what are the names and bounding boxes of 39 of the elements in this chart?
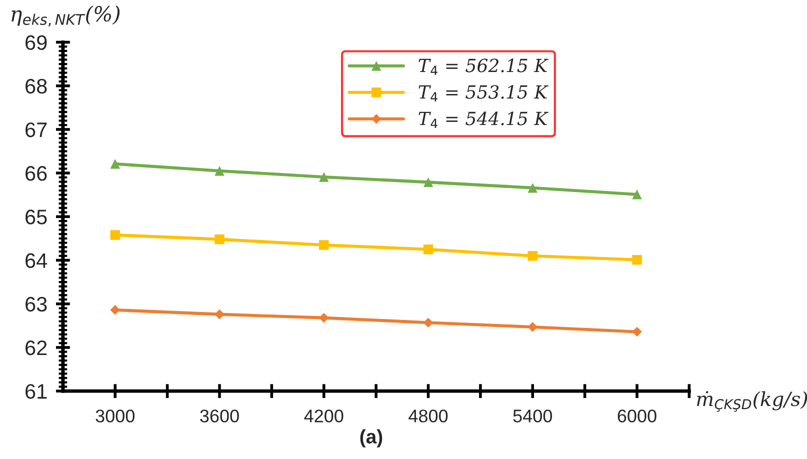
y-tick-label: 61 bbox=[26, 384, 47, 399]
point bbox=[423, 244, 434, 254]
x-tick-label: 5400 bbox=[513, 410, 552, 422]
x-tick-label: 3000 bbox=[96, 410, 135, 422]
x-tick-label: 6000 bbox=[618, 410, 656, 422]
x-axis-title: ṁ$_{ÇKŞD}$(kg/s) bbox=[697, 391, 807, 412]
legend-label: T$_{4}$ = 553.15 K bbox=[418, 85, 548, 102]
point bbox=[319, 172, 329, 182]
point bbox=[214, 234, 224, 244]
y-tick-label: 65 bbox=[26, 210, 47, 224]
point bbox=[632, 326, 642, 337]
point bbox=[528, 322, 538, 332]
y-tick-label: 64 bbox=[26, 253, 48, 268]
y-tick-label: 67 bbox=[26, 122, 47, 138]
point bbox=[110, 230, 120, 240]
x-tick-label: 4200 bbox=[304, 410, 344, 422]
y-tick-label: 69 bbox=[26, 35, 47, 50]
x-tick-label: 3600 bbox=[200, 410, 239, 422]
point bbox=[423, 318, 434, 328]
y-tick-label: 66 bbox=[26, 166, 47, 181]
point bbox=[632, 254, 642, 265]
y-tick-label: 68 bbox=[26, 78, 47, 94]
point bbox=[214, 166, 224, 176]
point bbox=[528, 183, 538, 193]
legend-label: T$_{4}$ = 562.15 K bbox=[418, 58, 548, 76]
y-axis-title: η$_{eks,NKT}$(%) bbox=[12, 6, 120, 26]
legend-label: T$_{4}$ = 544.15 K bbox=[418, 112, 548, 128]
x-tick-label: 4800 bbox=[408, 410, 448, 422]
point bbox=[632, 190, 642, 200]
point bbox=[110, 159, 120, 169]
point bbox=[318, 312, 329, 323]
y-tick-label: 62 bbox=[26, 340, 47, 356]
point bbox=[528, 251, 538, 261]
point bbox=[214, 309, 224, 320]
text: (a) bbox=[360, 429, 382, 448]
point bbox=[319, 240, 329, 250]
y-tick-label: 63 bbox=[26, 296, 47, 312]
point bbox=[110, 305, 120, 315]
point bbox=[423, 177, 434, 188]
